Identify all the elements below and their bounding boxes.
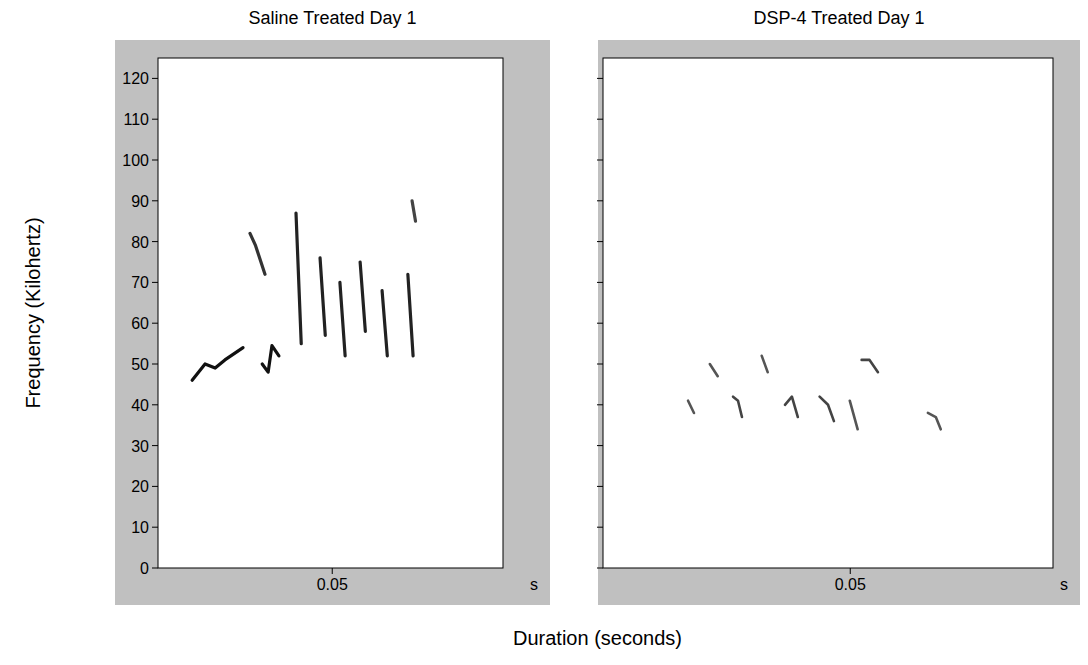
y-tick [152, 119, 158, 120]
y-tick-label: 10 [131, 519, 149, 536]
calls [192, 201, 415, 381]
panel-background [598, 40, 1080, 605]
call-contour [262, 346, 279, 373]
x-tick [850, 568, 851, 574]
call-contour [192, 348, 243, 381]
x-tick-label: 0.05 [835, 576, 866, 593]
call-contour [320, 258, 325, 336]
y-tick [597, 486, 603, 487]
y-tick [597, 568, 603, 569]
panel-title: DSP-4 Treated Day 1 [753, 8, 924, 28]
x-tick [332, 568, 333, 574]
y-tick [152, 486, 158, 487]
panel: 0 10 20 30 40 50 60 70 80 90 100 110 120 0.05 s [115, 40, 550, 605]
y-tick [597, 241, 603, 242]
call-contour [850, 401, 858, 430]
x-unit-label: s [1060, 576, 1068, 593]
y-tick-label: 120 [122, 70, 149, 87]
y-tick-label: 40 [131, 397, 149, 414]
panel-background [115, 40, 550, 605]
y-tick-label: 70 [131, 274, 149, 291]
plot-area [158, 58, 503, 568]
y-tick [152, 568, 158, 569]
y-tick [597, 282, 603, 283]
y-tick [597, 119, 603, 120]
call-contour [928, 413, 941, 429]
y-tick [152, 364, 158, 365]
y-tick [597, 200, 603, 201]
call-contour [762, 356, 768, 372]
call-contour [710, 364, 718, 376]
figure: 0 10 20 30 40 50 60 70 80 90 100 110 120 0.05 s Saline … [0, 0, 1088, 665]
y-tick [152, 200, 158, 201]
call-contour [820, 397, 834, 421]
calls [688, 356, 941, 429]
y-tick [152, 404, 158, 405]
call-contour [296, 213, 301, 344]
y-tick [152, 445, 158, 446]
y-tick-label: 90 [131, 193, 149, 210]
call-contour [408, 274, 413, 356]
call-contour [862, 360, 878, 372]
call-contour [360, 262, 365, 331]
call-contour [382, 291, 387, 356]
call-contour [733, 397, 742, 417]
y-tick [597, 160, 603, 161]
y-tick [152, 160, 158, 161]
y-tick-label: 50 [131, 356, 149, 373]
x-unit-label: s [530, 576, 538, 593]
call-contour [688, 401, 694, 413]
y-tick [152, 78, 158, 79]
y-axis-title: Frequency (Kilohertz) [22, 217, 44, 408]
y-tick [597, 527, 603, 528]
y-tick [597, 323, 603, 324]
y-tick [597, 364, 603, 365]
plot-area [603, 58, 1053, 568]
x-tick-label: 0.05 [317, 576, 348, 593]
y-tick-label: 0 [140, 560, 149, 577]
y-tick [152, 323, 158, 324]
y-tick [597, 445, 603, 446]
y-tick [597, 404, 603, 405]
y-tick [152, 241, 158, 242]
y-tick [597, 78, 603, 79]
y-tick-label: 20 [131, 478, 149, 495]
call-contour [340, 282, 345, 355]
y-tick-label: 80 [131, 234, 149, 251]
y-tick [152, 282, 158, 283]
panel: 0.05 s [597, 40, 1080, 605]
x-axis-title: Duration (seconds) [513, 627, 682, 649]
y-tick-label: 110 [123, 111, 149, 128]
call-contour [785, 397, 798, 417]
y-tick-label: 100 [122, 152, 149, 169]
y-tick-label: 60 [131, 315, 149, 332]
call-contour [412, 201, 415, 221]
panel-title: Saline Treated Day 1 [248, 8, 416, 28]
y-tick [152, 527, 158, 528]
call-contour [250, 233, 265, 274]
y-tick-label: 30 [131, 438, 149, 455]
